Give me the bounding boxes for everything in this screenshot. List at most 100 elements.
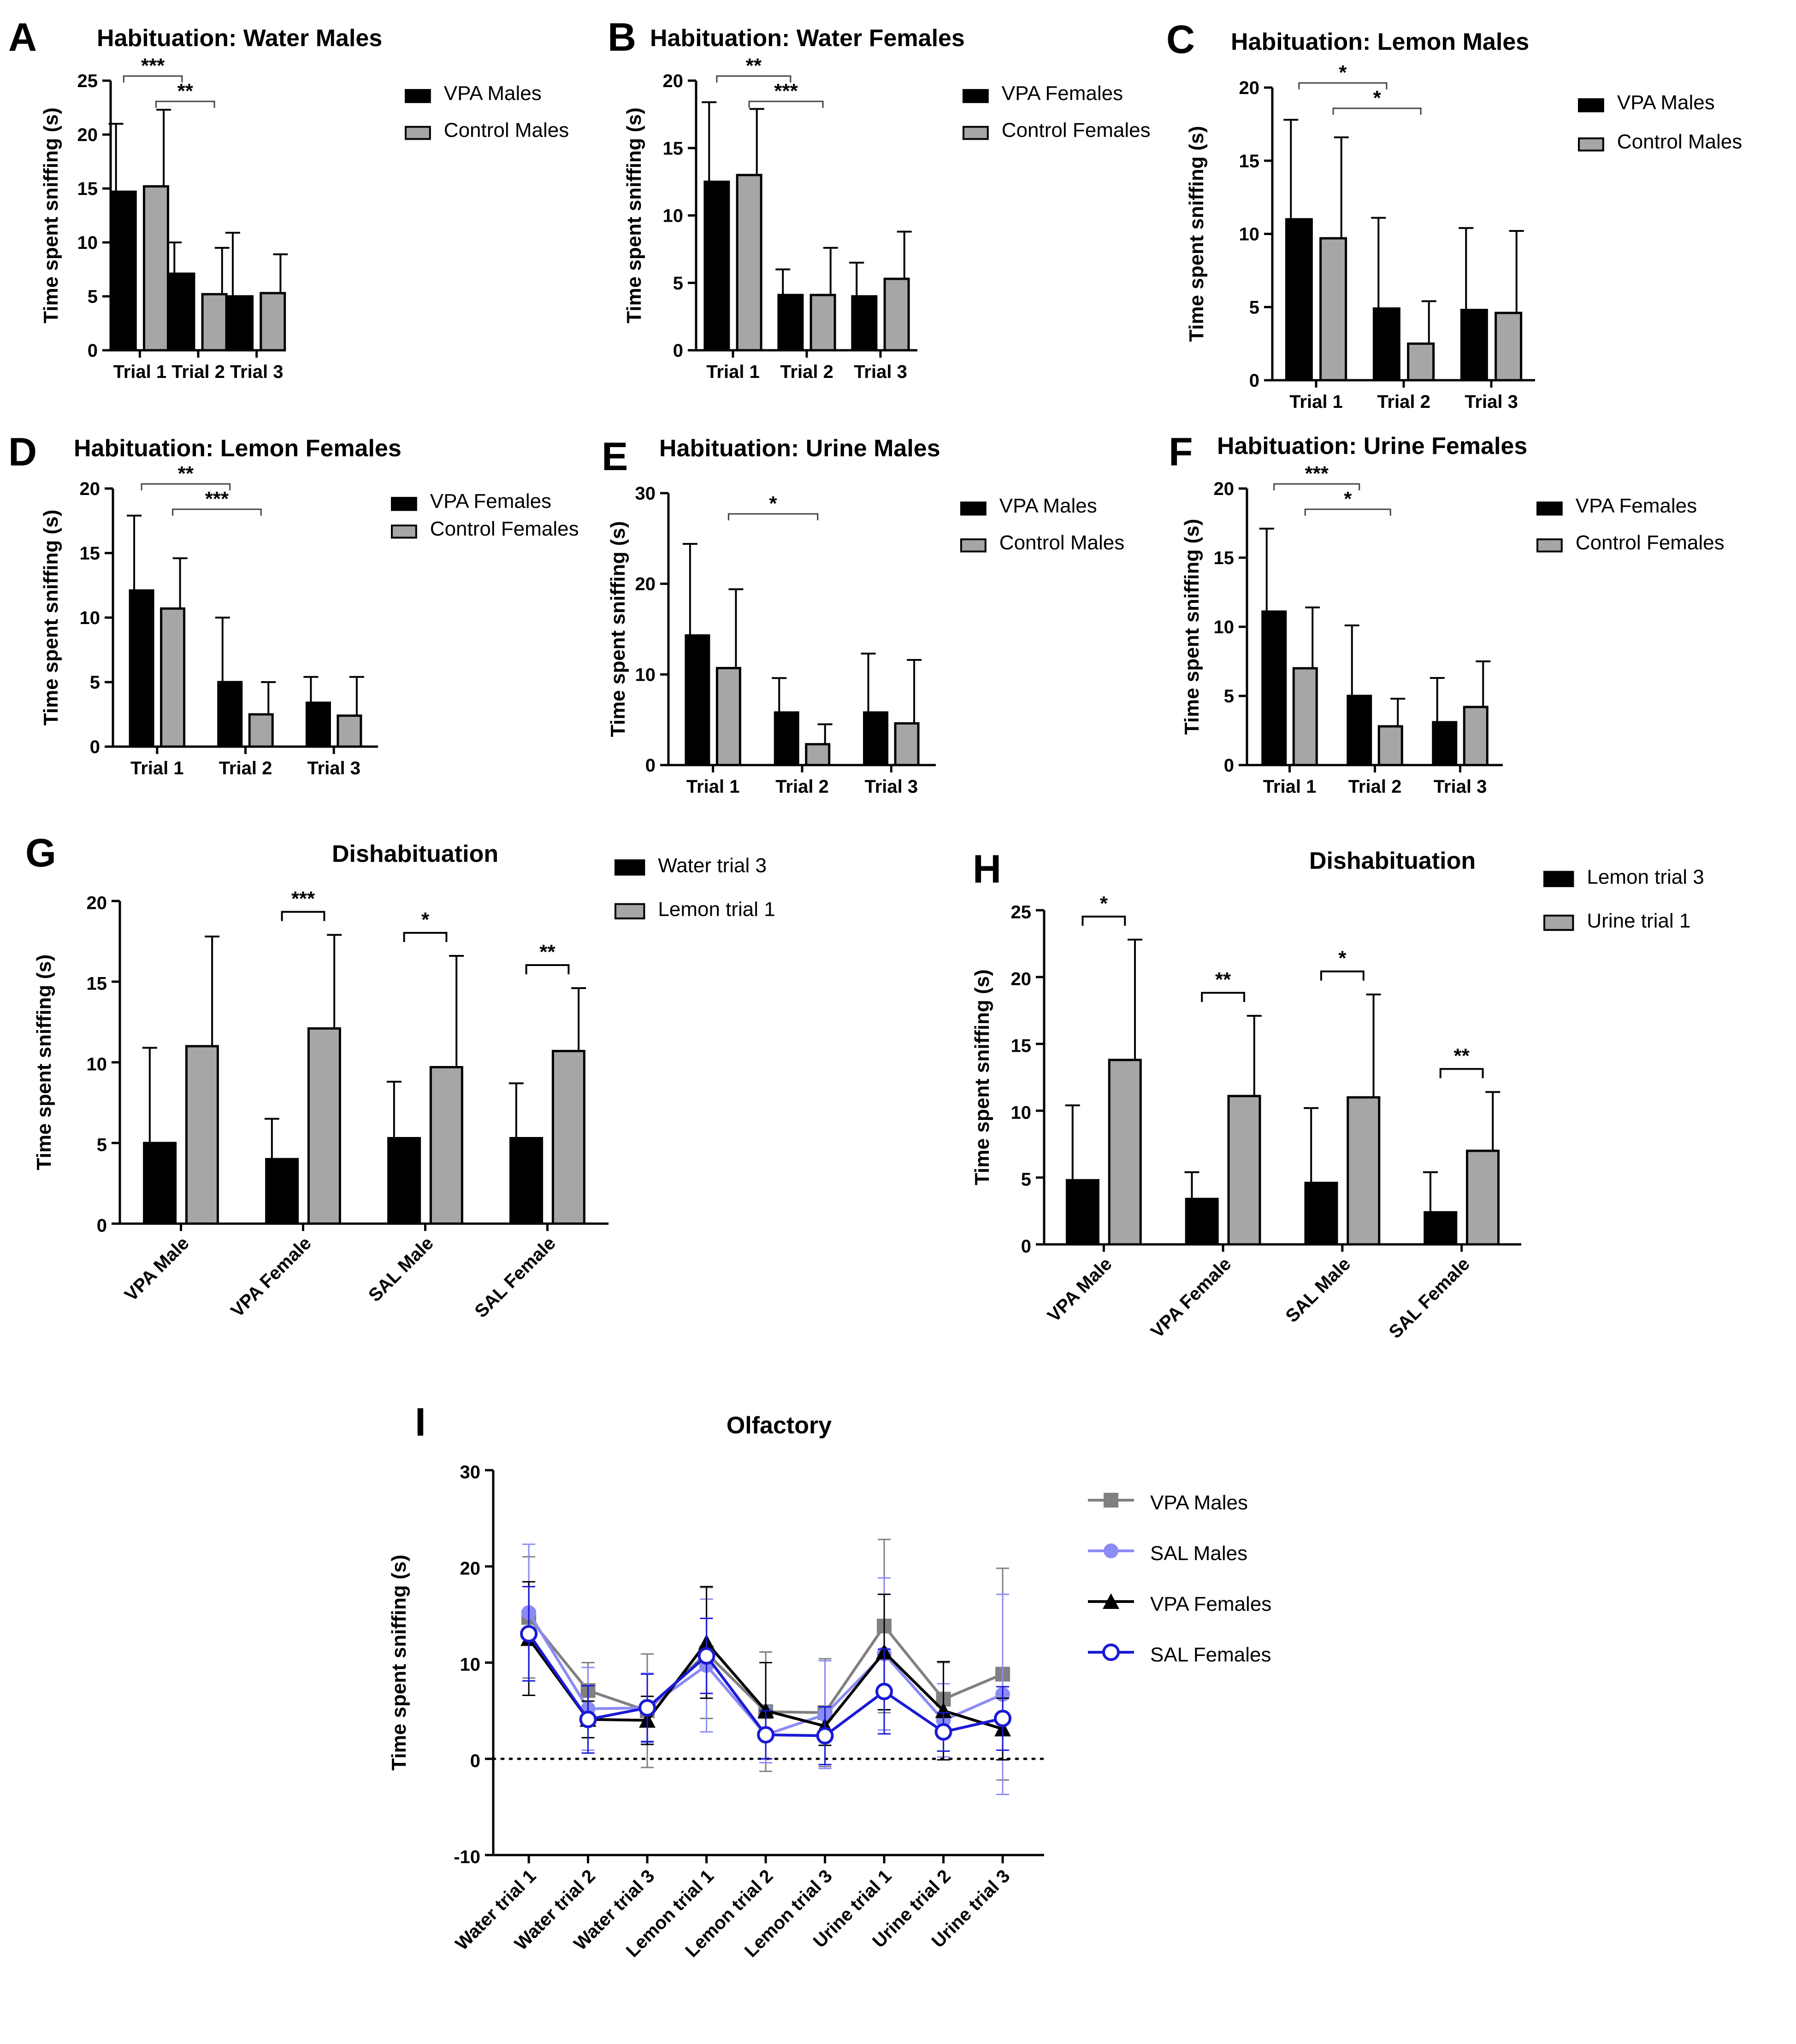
- legend-label: Lemon trial 1: [658, 898, 775, 921]
- significance-label: ***: [141, 54, 165, 77]
- legend-marker: [1104, 1543, 1118, 1558]
- data-point: [934, 1723, 952, 1741]
- significance-bracket: [172, 508, 262, 516]
- panel-title: Habituation: Water Males: [97, 25, 382, 52]
- significance-label: *: [1100, 892, 1108, 915]
- significance-bracket: [1439, 1068, 1484, 1078]
- significance-label: **: [178, 462, 194, 485]
- bar: [217, 681, 243, 748]
- bar: [685, 634, 710, 766]
- data-point: [875, 1683, 893, 1701]
- y-tick-label: 15: [87, 974, 107, 994]
- y-tick-label: 30: [460, 1462, 481, 1483]
- x-tick-label: Trial 2: [1348, 777, 1402, 797]
- significance-label: **: [1454, 1044, 1470, 1067]
- y-axis-label: Time spent sniffing (s): [971, 969, 993, 1185]
- y-tick-label: 0: [645, 755, 656, 776]
- y-tick-label: 25: [77, 71, 98, 91]
- y-tick-label: 20: [1239, 78, 1260, 98]
- legend-label: Control Males: [444, 119, 569, 141]
- panel-D: D Habituation: Lemon Females 0 5 10 15 20 Time …: [8, 430, 579, 778]
- significance-bracket: [716, 75, 792, 82]
- significance-bracket: [1201, 992, 1246, 1002]
- panel-label: A: [8, 15, 37, 59]
- y-axis-label: Time spent sniffing (s): [40, 510, 62, 726]
- panel-label: F: [1169, 430, 1193, 474]
- legend-swatch: [614, 903, 645, 919]
- data-point: [816, 1727, 834, 1745]
- legend-label: VPA Females: [1576, 495, 1697, 517]
- y-tick-label: 25: [1011, 902, 1032, 923]
- y-tick-label: -10: [454, 1847, 480, 1867]
- y-axis-label: Time spent sniffing (s): [388, 1555, 410, 1771]
- panel-F: F Habituation: Urine Females 0 5 10 15 20 Time …: [1169, 430, 1725, 797]
- significance-bracket: [1304, 508, 1391, 516]
- significance-label: **: [746, 54, 762, 77]
- bar: [248, 713, 274, 748]
- legend-swatch: [963, 126, 989, 140]
- data-point: [757, 1726, 775, 1744]
- significance-label: ***: [291, 888, 315, 910]
- bar: [185, 1045, 219, 1225]
- legend-marker: [1103, 1593, 1119, 1609]
- legend-swatch: [391, 497, 417, 511]
- y-tick-label: 20: [1214, 479, 1235, 499]
- y-tick-label: 10: [1011, 1103, 1032, 1123]
- bar: [1347, 1096, 1381, 1246]
- y-tick-label: 20: [77, 125, 98, 145]
- y-tick-label: 15: [663, 138, 684, 159]
- significance-bracket: [525, 964, 570, 974]
- bar: [260, 292, 286, 352]
- y-tick-label: 10: [635, 665, 656, 685]
- legend-swatch: [405, 126, 431, 140]
- bar: [894, 722, 920, 766]
- panel-C: C Habituation: Lemon Males 0 5 10 15 20 Time sp…: [1166, 18, 1742, 412]
- legend-swatch: [960, 501, 987, 516]
- y-tick-label: 10: [87, 1054, 107, 1075]
- y-tick-label: 0: [88, 341, 98, 361]
- bar: [1495, 312, 1523, 382]
- bar: [305, 701, 331, 748]
- significance-label: *: [769, 492, 778, 515]
- panel-label: I: [415, 1400, 426, 1444]
- y-tick-label: 15: [1239, 151, 1260, 171]
- y-tick-label: 5: [673, 273, 683, 294]
- y-tick-label: 5: [1021, 1170, 1031, 1190]
- bar: [551, 1050, 585, 1225]
- significance-label: ***: [205, 488, 229, 510]
- x-tick-label: Trial 1: [113, 362, 167, 382]
- bar: [715, 667, 741, 766]
- x-tick-label: SAL Female: [1385, 1254, 1474, 1343]
- bar: [1463, 706, 1489, 766]
- bar: [1304, 1182, 1338, 1246]
- legend-label: VPA Males: [1617, 91, 1715, 114]
- y-tick-label: 15: [1011, 1036, 1032, 1056]
- bar: [1292, 667, 1318, 766]
- y-tick-label: 0: [673, 341, 683, 361]
- y-tick-label: 5: [90, 672, 100, 693]
- y-tick-label: 20: [663, 71, 684, 91]
- y-tick-label: 10: [1239, 224, 1260, 245]
- y-tick-label: 0: [1021, 1237, 1031, 1257]
- y-tick-label: 30: [635, 483, 656, 504]
- legend-swatch: [960, 538, 987, 553]
- bar: [1065, 1179, 1099, 1246]
- bar: [429, 1066, 463, 1225]
- panel-title: Dishabituation: [332, 841, 498, 867]
- bar: [1424, 1211, 1458, 1246]
- legend-label: Control Males: [1617, 130, 1742, 153]
- bar: [142, 185, 169, 352]
- y-tick-label: 0: [97, 1216, 107, 1236]
- bar: [1460, 309, 1488, 382]
- x-tick-label: Trial 3: [307, 758, 360, 778]
- series-sal-females: [520, 1586, 1012, 1766]
- legend-label: VPA Females: [1002, 82, 1123, 105]
- legend-label: Control Males: [999, 531, 1124, 554]
- panel-label: G: [25, 831, 56, 875]
- bar: [774, 711, 799, 766]
- significance-bracket: [123, 75, 183, 82]
- x-tick-label: Trial 2: [775, 777, 829, 797]
- y-tick-label: 20: [1011, 969, 1032, 990]
- data-point: [994, 1709, 1012, 1727]
- panel-I: I Olfactory -10 0 10 20 30 Time spent sniffing …: [388, 1400, 1271, 1961]
